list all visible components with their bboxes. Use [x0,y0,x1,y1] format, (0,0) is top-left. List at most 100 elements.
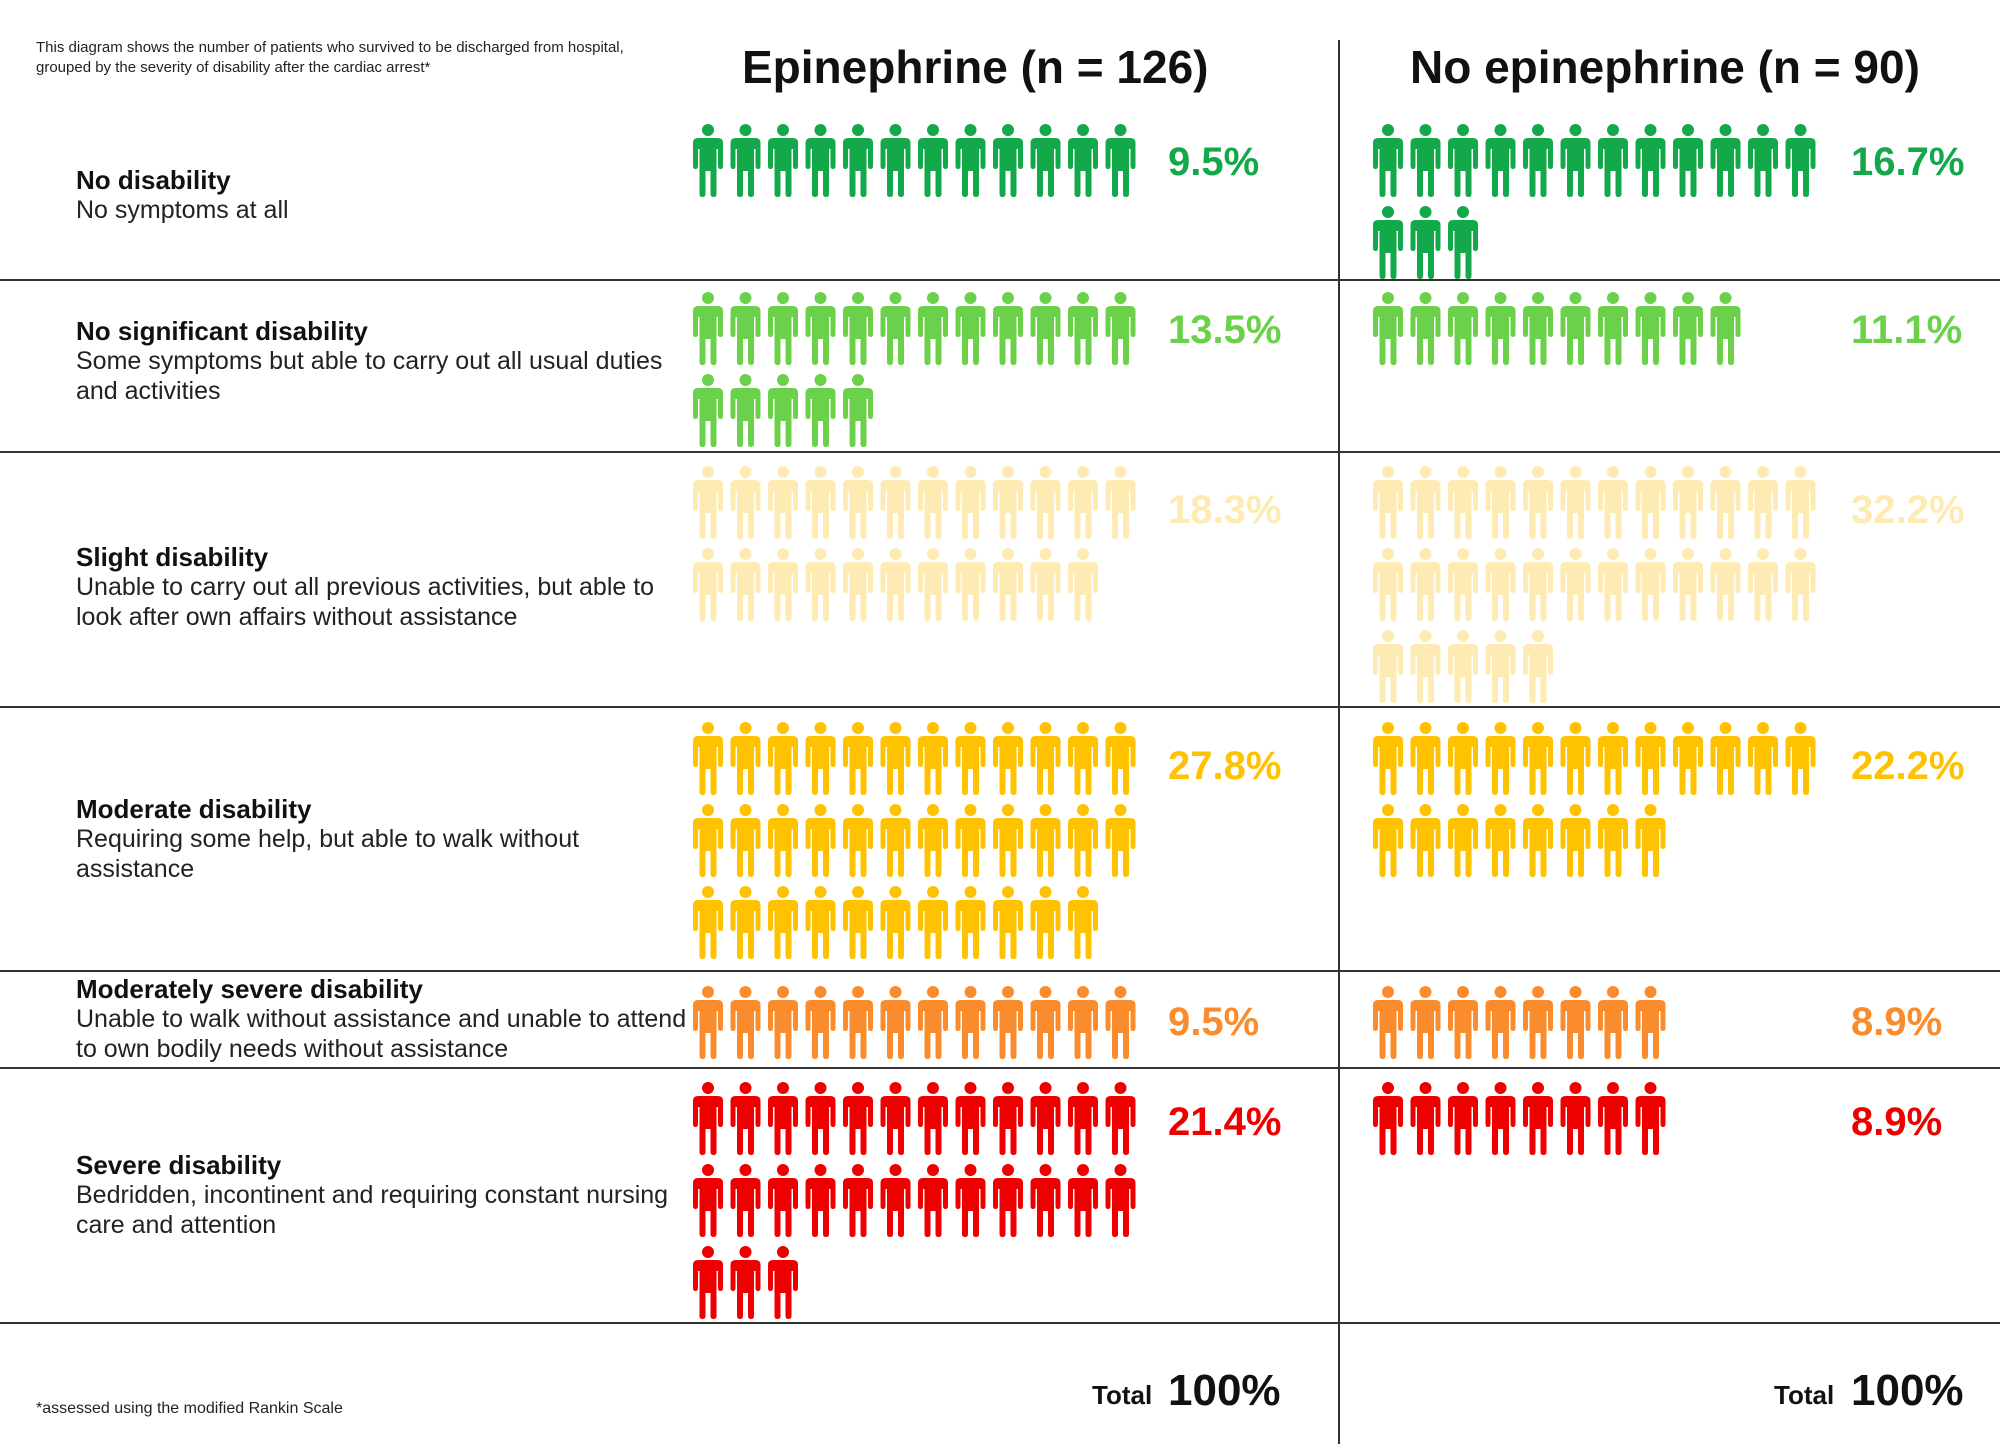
person-icon [1068,1164,1098,1237]
person-icon [1523,986,1553,1059]
total-value: 100% [1168,1366,1281,1415]
person-icon [1448,292,1478,365]
intro-text: This diagram shows the number of patient… [36,39,624,76]
percent-label: 13.5% [1168,308,1282,352]
percent-label: 32.2% [1851,488,1965,532]
person-icon [1635,1082,1666,1155]
person-icon [1448,722,1478,795]
person-icon [918,466,948,539]
category-name-no-disability: No disability [76,165,231,195]
person-icon [1410,986,1441,1059]
person-icon [805,886,836,959]
person-icon [1635,722,1666,795]
person-icon [1030,722,1061,795]
person-icon [993,886,1023,959]
person-icon [768,886,798,959]
person-icon [880,986,911,1059]
person-icon [1105,1082,1136,1155]
person-icon [918,722,948,795]
person-icon [1410,1082,1441,1155]
person-icon [1373,722,1403,795]
person-icon [1598,804,1628,877]
person-icon [1785,466,1816,539]
person-icon [918,1082,948,1155]
category-name-severe-disability: Severe disability [76,1150,282,1180]
person-icon [1485,804,1516,877]
person-icon [1068,466,1098,539]
person-icon [880,292,911,365]
person-icon [993,804,1023,877]
person-icon [1598,548,1628,621]
percent-label: 8.9% [1851,1000,1943,1044]
person-icon [805,1164,836,1237]
person-icon [730,548,761,621]
person-icon [768,722,798,795]
person-icon [1748,466,1778,539]
person-icon [1560,124,1591,197]
person-icon [1560,466,1591,539]
person-icon [1673,722,1703,795]
person-icon [805,1082,836,1155]
person-icon [1105,1164,1136,1237]
person-icon [693,722,723,795]
category-name-moderately-severe-disability: Moderately severe disability [76,974,423,1004]
person-icon [880,886,911,959]
person-icon [1485,466,1516,539]
person-icon [1068,722,1098,795]
percent-label: 21.4% [1168,1100,1282,1144]
person-icon [1635,292,1666,365]
person-icon [693,292,723,365]
person-icon [1635,466,1666,539]
person-icon [993,722,1023,795]
person-icon [1030,124,1061,197]
person-icon [1523,722,1553,795]
person-icon [918,292,948,365]
person-icon [1410,466,1441,539]
group-divider [1338,40,1340,1444]
person-icon [955,1164,986,1237]
person-icon [880,722,911,795]
person-icon [918,548,948,621]
category-desc-no-significant-disability: Some symptoms but able to carry out all … [76,347,663,405]
person-icon [993,124,1023,197]
person-icon [1598,722,1628,795]
person-icon [1105,986,1136,1059]
person-icon [1485,630,1516,703]
person-icon [768,804,798,877]
person-icon [918,886,948,959]
person-icon [918,124,948,197]
person-icon [1485,124,1516,197]
person-icon [1523,124,1553,197]
person-icon [1785,548,1816,621]
person-icon [918,1164,948,1237]
person-icon [993,292,1023,365]
person-icon [1448,548,1478,621]
person-icon [805,374,836,447]
person-icon [1673,292,1703,365]
person-icon [1560,292,1591,365]
person-icon [1410,206,1441,279]
person-icon [1598,124,1628,197]
person-icon [1105,466,1136,539]
category-desc-slight-disability: Unable to carry out all previous activit… [76,573,655,631]
person-icon [1030,1164,1061,1237]
person-icon [1598,292,1628,365]
person-icon [768,374,798,447]
person-icon [805,804,836,877]
person-icon [1523,630,1553,703]
person-icon [805,722,836,795]
percent-label: 18.3% [1168,488,1282,532]
person-icon [1598,1082,1628,1155]
person-icon [693,804,723,877]
person-icon [955,1082,986,1155]
person-icon [880,1164,911,1237]
row-divider [0,451,2000,453]
person-icon [768,292,798,365]
person-icon [693,986,723,1059]
person-icon [1748,548,1778,621]
person-icon [1410,630,1441,703]
person-icon [843,886,873,959]
person-icon [918,986,948,1059]
percent-label: 8.9% [1851,1100,1943,1144]
